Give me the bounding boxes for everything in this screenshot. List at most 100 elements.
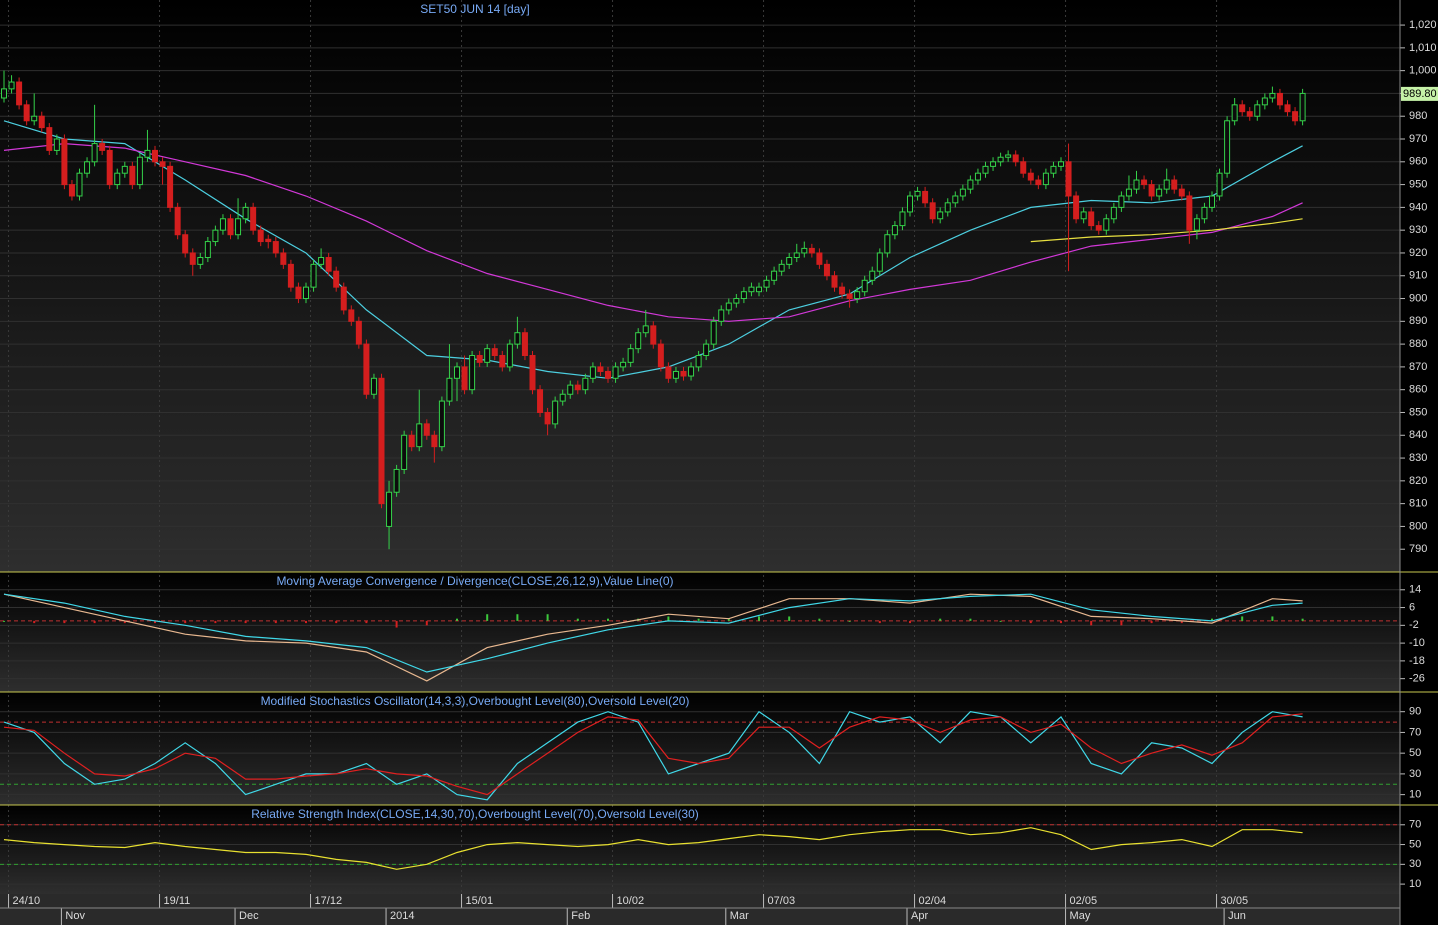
y-tick-label: 860 (1409, 384, 1427, 396)
candle-body (1103, 218, 1110, 231)
candle-body (914, 190, 921, 197)
candle-body (212, 229, 219, 243)
histogram-bar (395, 620, 398, 628)
candle-body (1073, 195, 1080, 220)
candle-body (303, 286, 309, 300)
candle-body (446, 377, 453, 402)
candle-body (242, 206, 249, 220)
candle-body (272, 241, 279, 254)
histogram-bar (1150, 620, 1153, 624)
candle-body (348, 309, 355, 322)
histogram-bar (214, 620, 217, 624)
candle-body (68, 184, 75, 197)
candle-body (891, 225, 898, 236)
candle-body (318, 257, 325, 265)
price-tag (1401, 86, 1438, 101)
y-tick-label: 840 (1409, 429, 1427, 441)
candle-body (672, 370, 679, 379)
candle-body (38, 115, 45, 129)
panel-bg (0, 572, 1400, 692)
candle-body (537, 389, 544, 413)
candle-body (1035, 179, 1042, 186)
panel-bg (0, 805, 1400, 894)
candle-body (990, 161, 997, 167)
candle-body (778, 263, 785, 272)
candle-body (574, 384, 581, 391)
candle-body (612, 366, 619, 379)
candle-body (710, 320, 717, 345)
candle-body (982, 165, 989, 174)
candle-body (801, 247, 808, 254)
histogram-bar (123, 620, 126, 624)
candle-body (937, 211, 944, 220)
candle-body (91, 143, 98, 163)
candle-body (1239, 104, 1246, 113)
candle-body (310, 263, 317, 288)
histogram-bar (274, 620, 277, 624)
y-tick-label: 970 (1409, 133, 1427, 145)
candle-body (454, 366, 460, 379)
y-tick-label: -18 (1409, 655, 1425, 667)
candle-body (1125, 188, 1132, 197)
candle-body (1020, 161, 1027, 174)
y-tick-label: 960 (1409, 156, 1427, 168)
candle-body (386, 491, 393, 527)
candle-body (605, 370, 611, 379)
macd-line (3, 593, 1303, 682)
candle-body (99, 143, 106, 151)
candle-body (733, 298, 740, 304)
y-tick-label: 70 (1409, 819, 1421, 831)
candle-body (967, 179, 974, 190)
candle-body (642, 325, 649, 334)
candle-body (53, 138, 60, 151)
y-tick-label: -10 (1409, 637, 1425, 649)
candle-body (84, 161, 91, 174)
candle-body (740, 291, 747, 300)
candle-body (46, 127, 53, 151)
candle-body (1042, 172, 1049, 186)
histogram-bar (546, 614, 549, 621)
y-tick-label: 810 (1409, 498, 1427, 510)
histogram-bar (33, 620, 36, 624)
candle-body (363, 343, 370, 395)
y-tick-label: 930 (1409, 224, 1427, 236)
candle-body (1058, 161, 1064, 167)
candle-body (1193, 218, 1200, 231)
candle-body (997, 156, 1004, 163)
candle-body (355, 320, 362, 345)
candle-body (484, 348, 491, 363)
histogram-bar (244, 620, 247, 624)
x-tick-label: Mar (730, 910, 749, 922)
candle-body (1095, 225, 1102, 231)
candle-body (559, 393, 566, 402)
candle-body (416, 423, 423, 448)
candle-body (1141, 179, 1148, 186)
candle-body (295, 286, 302, 300)
candle-body (159, 161, 166, 167)
candle-body (61, 138, 68, 186)
candle-body (1269, 92, 1276, 99)
histogram-bar (365, 620, 368, 624)
candle-body (1156, 188, 1163, 197)
candle-body (869, 270, 876, 281)
histogram-bar (1180, 620, 1183, 624)
candle-body (786, 257, 793, 265)
candle-body (121, 165, 128, 174)
candle-body (816, 252, 823, 265)
histogram-bar (697, 618, 700, 621)
histogram-bar (1029, 620, 1032, 624)
candle-body (695, 355, 702, 368)
candle-body (876, 252, 883, 272)
x-tick-label: 07/03 (768, 895, 796, 907)
x-tick-label: 02/05 (1070, 895, 1098, 907)
macd-line (3, 593, 1303, 673)
candle-body (1133, 179, 1140, 190)
y-tick-label: 900 (1409, 292, 1427, 304)
histogram-bar (909, 620, 911, 624)
candle-body (461, 366, 468, 391)
y-tick-label: 10 (1409, 878, 1421, 890)
candle-body (1299, 92, 1306, 122)
y-tick-label: 14 (1409, 584, 1421, 596)
candle-body (627, 348, 634, 363)
